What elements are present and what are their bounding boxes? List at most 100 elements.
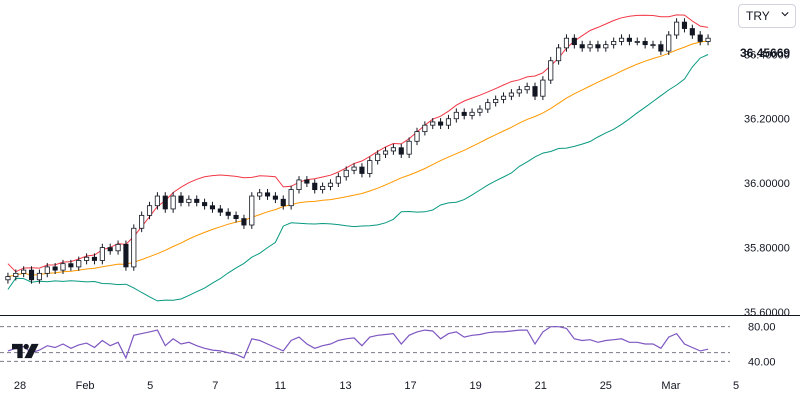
x-tick-label: 5 — [733, 380, 739, 392]
candle — [697, 31, 703, 46]
candle — [681, 18, 688, 33]
candle-body — [320, 185, 326, 191]
candle-body — [477, 108, 483, 113]
x-tick-label: 7 — [212, 380, 218, 392]
candle-body — [178, 195, 184, 203]
candle — [257, 188, 263, 200]
rsi-guides — [0, 326, 730, 362]
candle-body — [351, 166, 357, 171]
candle — [21, 266, 27, 278]
candle-body — [13, 272, 19, 277]
candle-body — [76, 260, 82, 268]
candle — [618, 34, 625, 46]
candle — [170, 192, 176, 213]
candle — [375, 150, 381, 165]
candle — [634, 37, 640, 46]
x-tick-label: 21 — [535, 380, 547, 392]
candle — [296, 176, 302, 194]
candle — [453, 108, 459, 123]
candle-body — [414, 131, 420, 142]
candle-body — [681, 21, 688, 29]
candle — [68, 259, 74, 271]
candle-body — [705, 37, 711, 42]
candle-body — [202, 202, 208, 207]
candle-body — [170, 195, 176, 210]
candle-body — [264, 192, 271, 197]
candle — [524, 82, 530, 94]
candle-body — [91, 256, 98, 261]
candle — [438, 118, 444, 130]
y-axis: 36.40000 36.20000 36.00000 35.80000 35.60000… — [744, 49, 790, 368]
currency-selector[interactable]: TRY — [738, 4, 796, 28]
candle-body — [587, 44, 593, 49]
candle — [571, 34, 577, 49]
x-tick-label: Mar — [661, 380, 680, 392]
candle — [115, 240, 121, 255]
candle-body — [438, 121, 444, 126]
candle-body — [225, 211, 231, 216]
candle-body — [304, 179, 310, 184]
candle — [469, 108, 475, 120]
candle — [508, 89, 514, 101]
candle — [406, 137, 412, 159]
candle — [288, 185, 294, 210]
candle — [36, 269, 42, 284]
candle-body — [390, 147, 396, 152]
candle-body — [398, 147, 404, 155]
candle — [343, 166, 349, 181]
candle — [60, 259, 66, 274]
candle-body — [422, 124, 428, 133]
bollinger-bands — [7, 14, 709, 302]
candles — [5, 18, 711, 284]
candle-body — [21, 269, 27, 274]
y-tick-label: 36.00000 — [744, 178, 790, 190]
candle-body — [107, 247, 113, 252]
candle — [249, 192, 255, 229]
candle-body — [618, 37, 625, 42]
candle — [603, 40, 609, 52]
candle — [516, 85, 522, 97]
candle — [5, 272, 11, 284]
candle — [91, 253, 98, 265]
candle-body — [650, 44, 656, 47]
candle — [477, 105, 483, 117]
tradingview-logo-icon — [12, 343, 39, 359]
candle-body — [288, 189, 294, 207]
candle — [548, 56, 554, 84]
candle — [398, 143, 404, 159]
candle — [689, 24, 695, 39]
candle-body — [28, 269, 35, 281]
candle-body — [469, 111, 475, 116]
candle-body — [233, 214, 239, 219]
candle — [493, 95, 499, 107]
candle — [485, 98, 491, 113]
candle — [335, 172, 341, 188]
candle-body — [115, 243, 121, 252]
candle-body — [689, 28, 695, 36]
candle-body — [367, 160, 373, 174]
candle-body — [485, 102, 491, 110]
candle — [217, 205, 223, 217]
candle — [99, 243, 105, 265]
x-tick-label: 5 — [147, 380, 153, 392]
candle — [202, 198, 208, 210]
candle — [611, 37, 617, 49]
candle-body — [272, 195, 278, 200]
candle-body — [335, 176, 341, 184]
x-tick-label: 19 — [470, 380, 482, 392]
candle — [272, 192, 278, 204]
candle — [178, 192, 184, 207]
candle — [351, 163, 357, 175]
candle-body — [209, 205, 216, 210]
candle-body — [327, 182, 334, 187]
candle-body — [524, 86, 530, 91]
candle-body — [611, 41, 617, 46]
candle — [139, 211, 145, 233]
candle-body — [44, 266, 50, 274]
candle — [28, 266, 35, 284]
chevron-down-icon — [781, 12, 789, 17]
candle-body — [500, 95, 507, 100]
candle — [461, 108, 467, 120]
candle-body — [461, 111, 467, 116]
